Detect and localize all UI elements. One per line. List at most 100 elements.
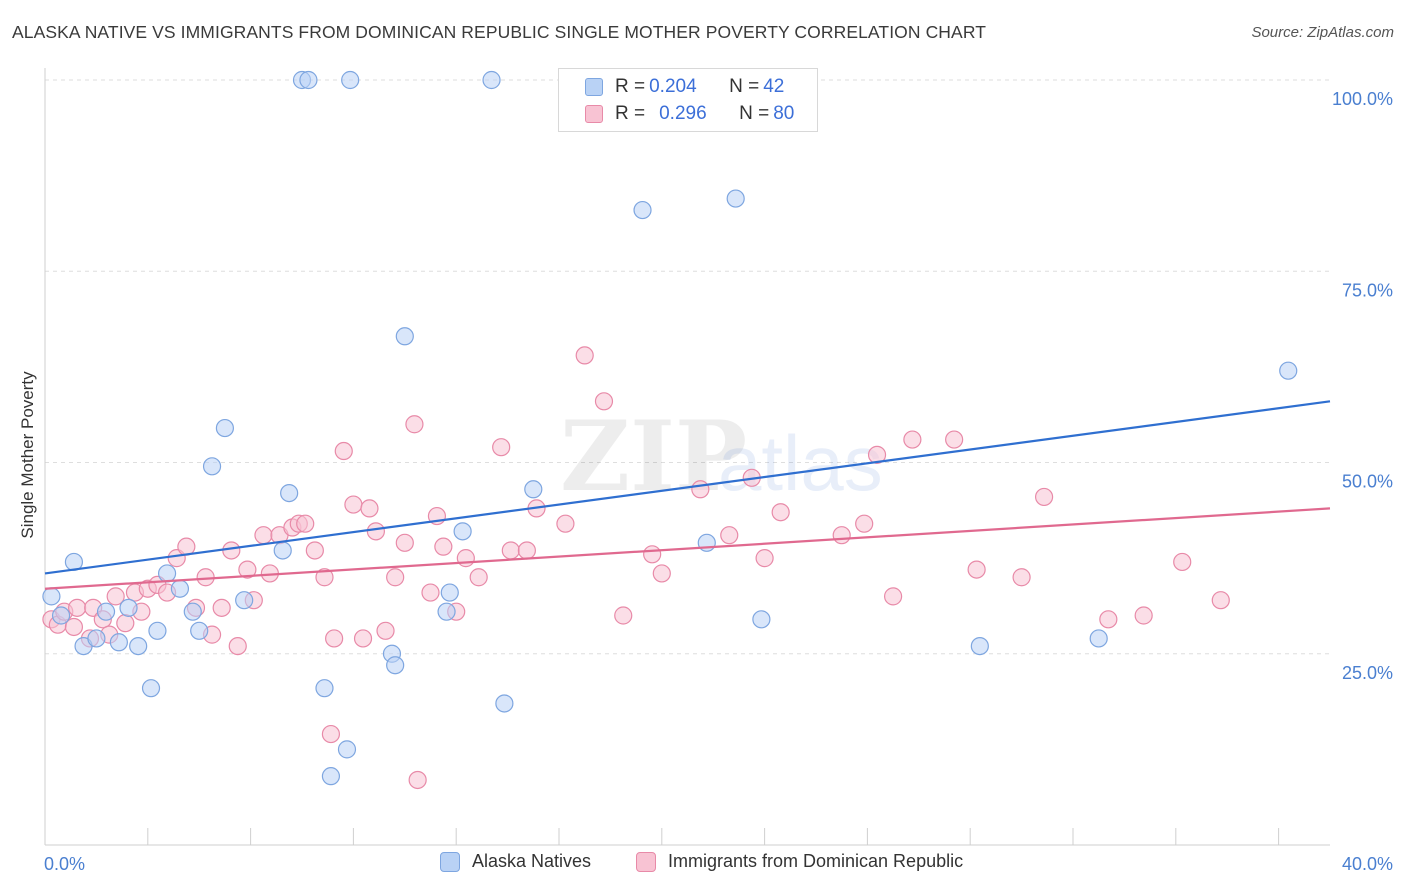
point-immigrants-dominican-republic — [755, 549, 774, 568]
point-alaska-natives — [341, 70, 360, 90]
bottom-legend-label: Immigrants from Dominican Republic — [668, 851, 964, 871]
point-immigrants-dominican-republic — [517, 541, 536, 560]
points-immigrants-dominican-republic — [42, 346, 1230, 790]
point-alaska-natives — [299, 70, 318, 90]
point-immigrants-dominican-republic — [771, 503, 790, 522]
legend-r-label: R = — [615, 103, 646, 124]
legend-swatch-pink — [585, 105, 603, 123]
point-alaska-natives — [321, 767, 341, 786]
y-tick-label: 25.0% — [1342, 663, 1393, 683]
point-immigrants-dominican-republic — [883, 587, 903, 606]
point-immigrants-dominican-republic — [360, 499, 379, 518]
point-alaska-natives — [119, 598, 138, 617]
y-tick-label: 75.0% — [1342, 280, 1393, 300]
point-alaska-natives — [453, 522, 472, 541]
point-immigrants-dominican-republic — [116, 614, 135, 633]
legend-n-value: 42 — [763, 76, 785, 97]
point-alaska-natives — [970, 636, 989, 656]
chart-title: ALASKA NATIVE VS IMMIGRANTS FROM DOMINIC… — [12, 22, 987, 42]
point-alaska-natives — [440, 583, 459, 602]
x-axis-ticks — [44, 828, 1280, 845]
point-alaska-natives — [395, 327, 414, 346]
point-immigrants-dominican-republic — [408, 770, 427, 790]
point-immigrants-dominican-republic — [315, 568, 334, 587]
point-immigrants-dominican-republic — [334, 441, 353, 461]
trend-line-alaska-natives — [44, 400, 1331, 575]
point-immigrants-dominican-republic — [614, 606, 633, 625]
legend-row-alaska-natives: R = 0.204 N = 42 — [585, 75, 784, 99]
point-immigrants-dominican-republic — [68, 598, 87, 617]
point-alaska-natives — [633, 200, 652, 220]
point-immigrants-dominican-republic — [321, 724, 341, 744]
y-tick-label: 50.0% — [1342, 472, 1393, 492]
point-immigrants-dominican-republic — [64, 617, 84, 637]
point-immigrants-dominican-republic — [643, 545, 662, 564]
point-immigrants-dominican-republic — [325, 629, 344, 648]
point-immigrants-dominican-republic — [305, 541, 324, 560]
point-alaska-natives — [183, 602, 202, 621]
x-tick-label-min: 0.0% — [44, 854, 85, 874]
point-immigrants-dominican-republic — [832, 526, 851, 545]
point-immigrants-dominican-republic — [421, 583, 440, 602]
point-immigrants-dominican-republic — [106, 587, 125, 606]
legend-r-value: 0.204 — [649, 76, 697, 97]
point-immigrants-dominican-republic — [386, 568, 405, 587]
point-alaska-natives — [109, 633, 128, 652]
point-immigrants-dominican-republic — [691, 480, 710, 499]
point-alaska-natives — [386, 656, 405, 675]
point-alaska-natives — [752, 610, 771, 629]
point-immigrants-dominican-republic — [1012, 568, 1031, 587]
point-immigrants-dominican-republic — [903, 430, 922, 449]
point-immigrants-dominican-republic — [366, 522, 385, 541]
point-alaska-natives — [1089, 629, 1108, 648]
point-alaska-natives — [87, 629, 106, 648]
point-immigrants-dominican-republic — [945, 430, 964, 449]
legend-n-label: N = — [729, 76, 760, 97]
point-immigrants-dominican-republic — [867, 445, 887, 464]
y-tick-labels: 25.0% 50.0% 75.0% 100.0% — [1332, 89, 1393, 683]
legend-r-value: 0.296 — [659, 103, 707, 124]
point-immigrants-dominican-republic — [469, 568, 488, 587]
point-alaska-natives — [337, 740, 357, 759]
point-alaska-natives — [190, 621, 209, 640]
point-immigrants-dominican-republic — [967, 560, 986, 579]
point-immigrants-dominican-republic — [1034, 487, 1054, 507]
bottom-legend-alaska-natives: Alaska Natives — [440, 851, 591, 872]
point-alaska-natives — [1279, 361, 1298, 380]
point-immigrants-dominican-republic — [492, 438, 511, 457]
grid-lines — [45, 79, 1330, 655]
point-alaska-natives — [141, 679, 161, 698]
point-alaska-natives — [437, 602, 456, 621]
bottom-legend-label: Alaska Natives — [472, 851, 592, 871]
trend-line-immigrants-dominican-republic — [44, 507, 1331, 590]
point-alaska-natives — [170, 579, 190, 598]
legend-n-value: 80 — [773, 103, 795, 124]
point-immigrants-dominican-republic — [254, 526, 273, 545]
point-alaska-natives — [273, 541, 292, 560]
point-immigrants-dominican-republic — [434, 537, 453, 556]
point-immigrants-dominican-republic — [501, 541, 520, 560]
point-immigrants-dominican-republic — [1099, 610, 1118, 629]
point-alaska-natives — [202, 457, 222, 476]
point-immigrants-dominican-republic — [652, 564, 671, 583]
point-alaska-natives — [157, 564, 177, 583]
point-immigrants-dominican-republic — [855, 514, 874, 533]
points-alaska-natives — [42, 70, 1298, 786]
legend-swatch-blue — [585, 78, 603, 96]
point-alaska-natives — [42, 587, 61, 606]
point-alaska-natives — [482, 70, 501, 90]
point-alaska-natives — [96, 602, 116, 621]
axes — [44, 68, 1330, 846]
point-alaska-natives — [280, 484, 299, 503]
point-alaska-natives — [524, 480, 543, 499]
point-immigrants-dominican-republic — [344, 495, 363, 514]
legend-r-label: R = — [615, 76, 646, 97]
point-immigrants-dominican-republic — [405, 415, 424, 434]
point-immigrants-dominican-republic — [395, 533, 414, 552]
point-alaska-natives — [215, 418, 234, 438]
point-immigrants-dominican-republic — [575, 346, 594, 365]
point-alaska-natives — [129, 636, 148, 656]
point-immigrants-dominican-republic — [1134, 606, 1153, 625]
point-immigrants-dominican-republic — [228, 636, 247, 656]
